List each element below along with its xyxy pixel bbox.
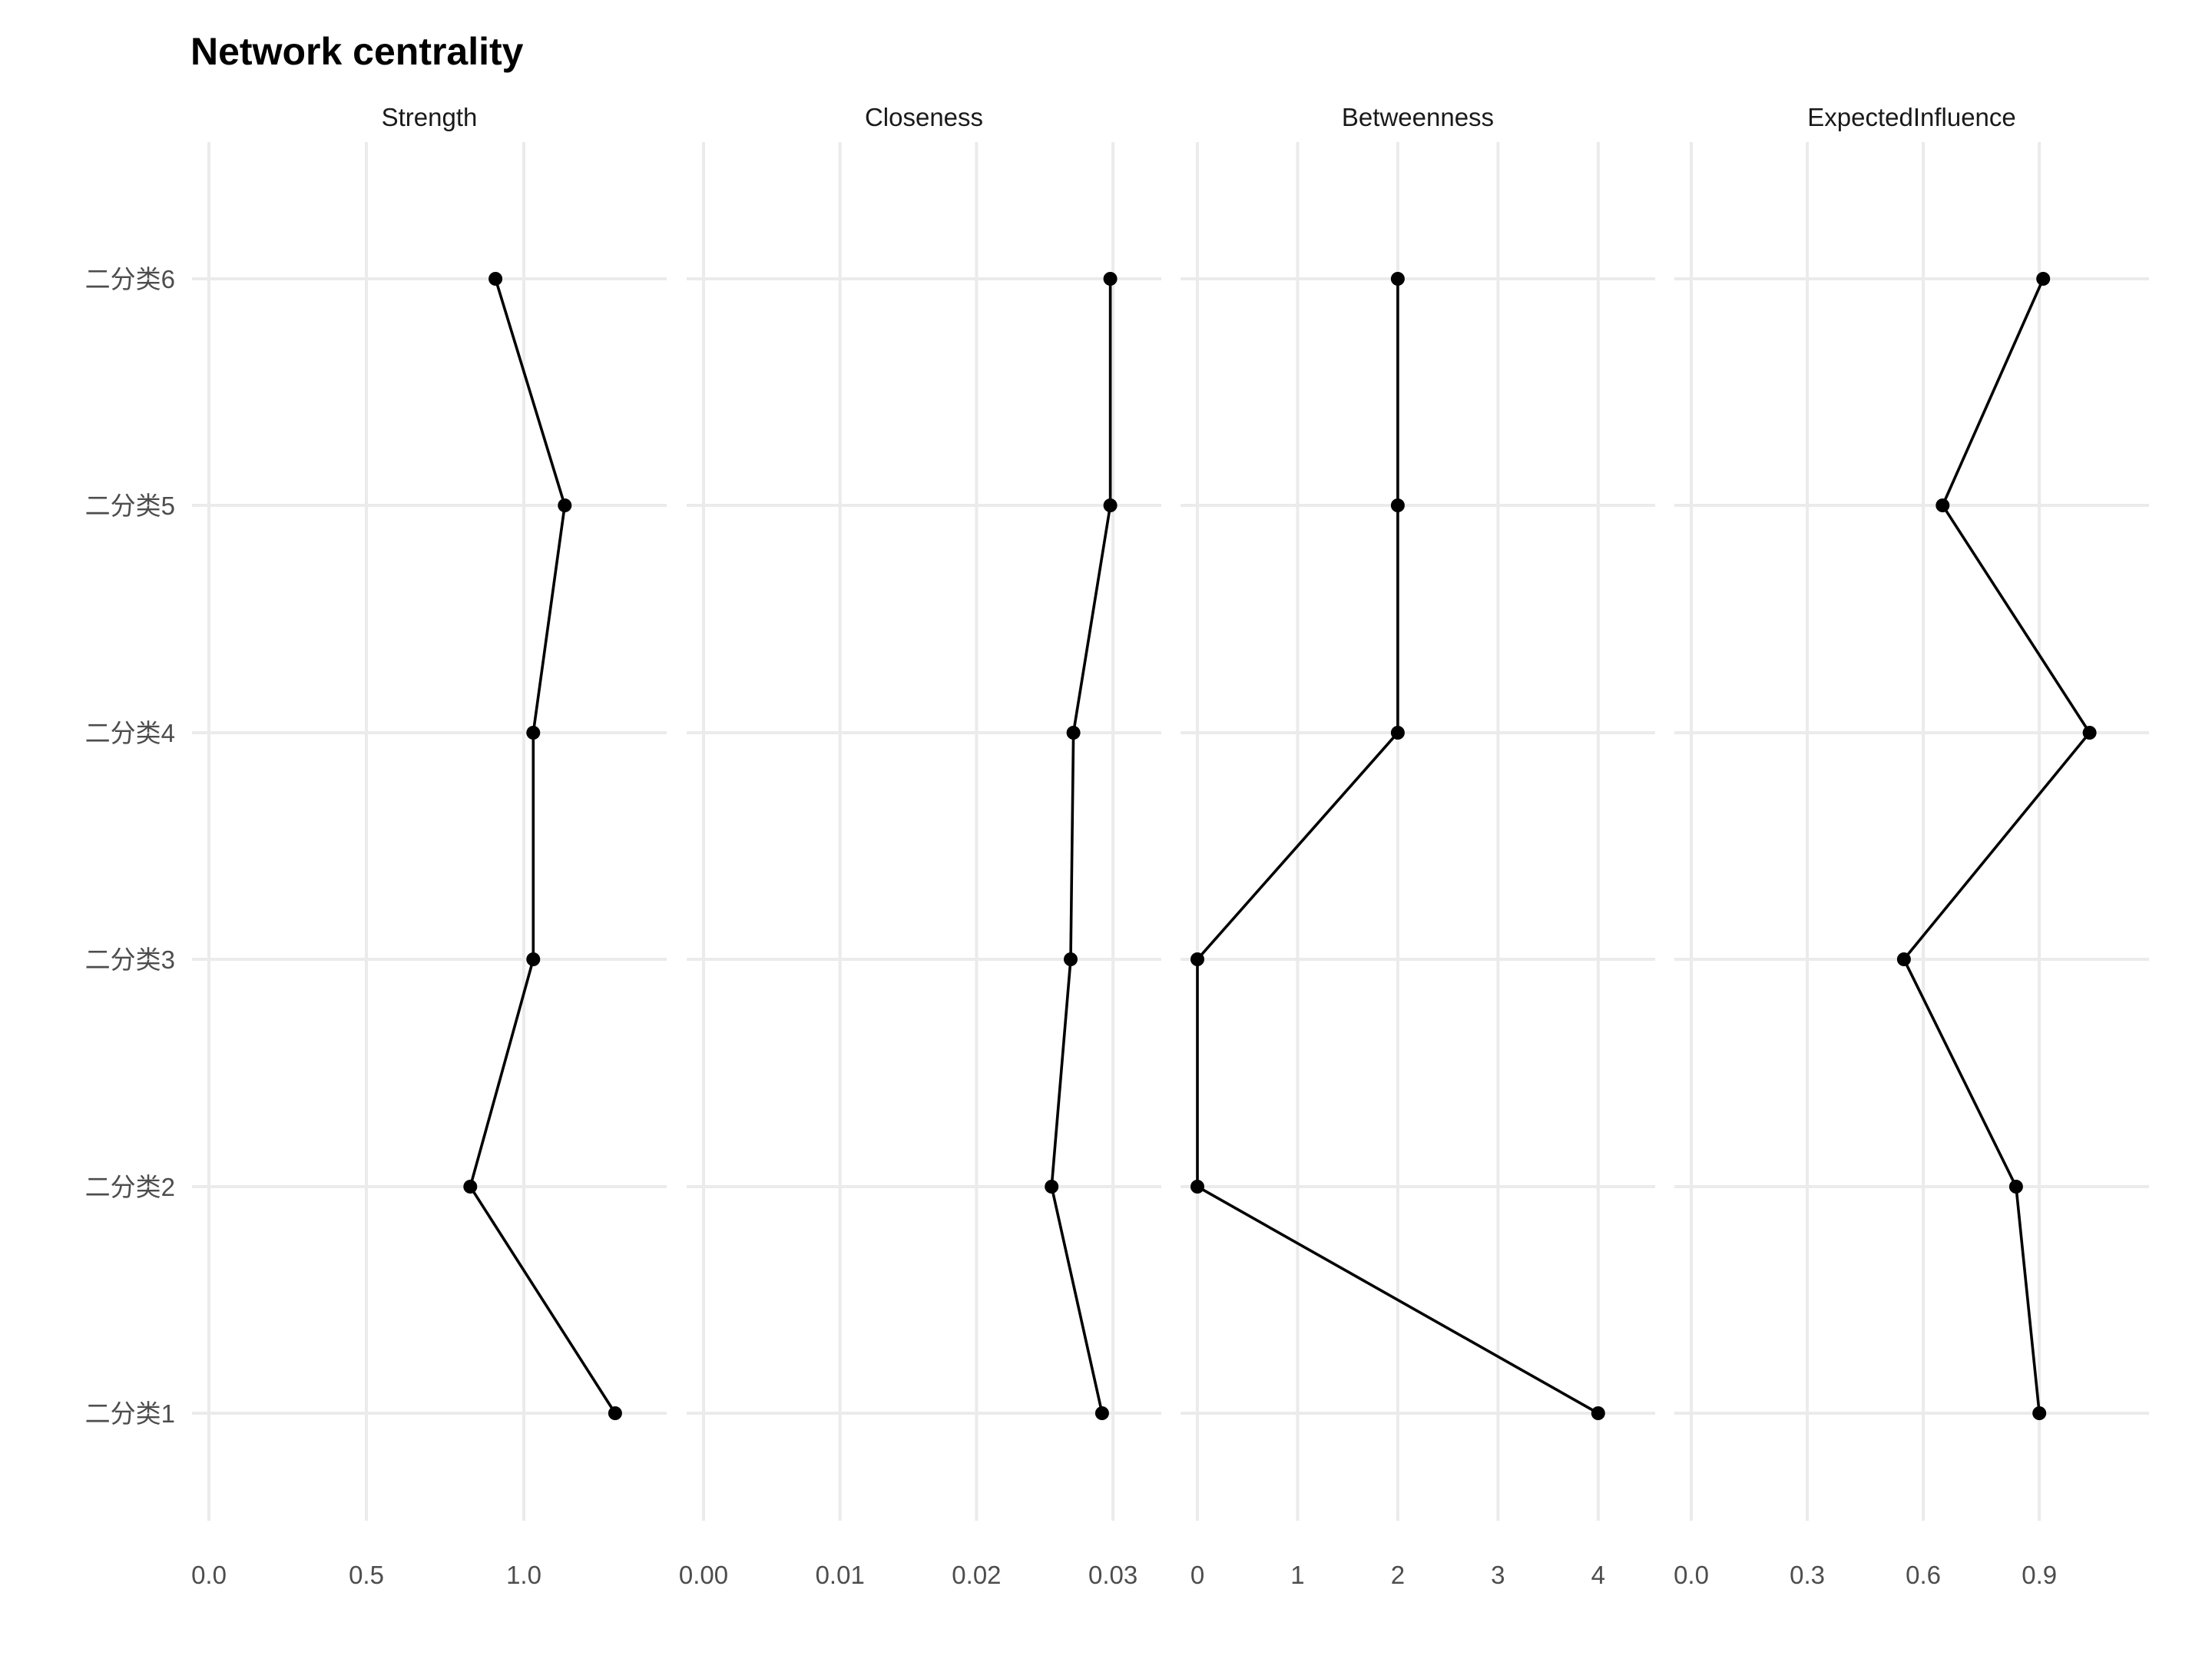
y-tick-label: 二分类2 [85, 1173, 175, 1201]
x-tick-label: 0.6 [1906, 1561, 1941, 1589]
data-point [526, 726, 541, 740]
data-point [1064, 952, 1078, 966]
data-point [488, 272, 503, 286]
data-point [1591, 1406, 1605, 1420]
data-point [2032, 1406, 2047, 1420]
x-tick-label: 2 [1391, 1561, 1405, 1589]
data-point [558, 498, 572, 512]
data-point [608, 1406, 622, 1420]
x-tick-label: 0.5 [349, 1561, 384, 1589]
data-point [1045, 1180, 1059, 1194]
panel-betweenness: Betweenness 0 1 2 3 4 [1181, 103, 1655, 1589]
data-point [463, 1180, 478, 1194]
x-tick-label: 0 [1190, 1561, 1204, 1589]
x-tick-label: 0.9 [2022, 1561, 2057, 1589]
x-tick-label: 0.01 [816, 1561, 865, 1589]
data-point [526, 952, 541, 966]
panel-strip-label: ExpectedInfluence [1807, 103, 2016, 131]
panel-closeness: Closeness 0.00 0.01 0.02 0.03 [679, 103, 1161, 1589]
y-tick-label: 二分类4 [85, 719, 175, 747]
panel-strip-label: Strength [382, 103, 478, 131]
y-tick-label: 二分类6 [85, 265, 175, 293]
x-tick-label: 4 [1591, 1561, 1605, 1589]
panel-strip-label: Closeness [865, 103, 983, 131]
data-point [2008, 1180, 2023, 1194]
data-point [1066, 726, 1081, 740]
data-point [1094, 1406, 1109, 1420]
x-tick-label: 1.0 [506, 1561, 541, 1589]
data-point [2082, 726, 2097, 740]
y-tick-label: 二分类1 [85, 1399, 175, 1428]
panel-strength: Strength 0.0 0.5 1.0 [191, 103, 667, 1589]
x-tick-label: 0.03 [1088, 1561, 1137, 1589]
x-tick-label: 0.0 [1674, 1561, 1709, 1589]
x-tick-label: 0.02 [952, 1561, 1001, 1589]
data-point [1390, 272, 1405, 286]
x-tick-label: 3 [1491, 1561, 1505, 1589]
data-point [1190, 952, 1204, 966]
data-point [1896, 952, 1911, 966]
x-tick-label: 1 [1290, 1561, 1304, 1589]
data-point [1103, 272, 1118, 286]
x-tick-label: 0.0 [191, 1561, 227, 1589]
y-tick-label: 二分类3 [85, 945, 175, 974]
series-line [1902, 278, 2091, 1414]
panel-expectedinfluence: ExpectedInfluence 0.0 0.3 0.6 0.9 [1674, 103, 2149, 1589]
series-line [1050, 279, 1112, 1414]
data-point [1103, 498, 1118, 512]
y-axis-labels: 二分类1 二分类2 二分类3 二分类4 二分类5 二分类6 [85, 265, 175, 1428]
data-point [1390, 498, 1405, 512]
panel-strip-label: Betweenness [1342, 103, 1494, 131]
y-tick-label: 二分类5 [85, 492, 175, 520]
series-line [1196, 279, 1599, 1415]
data-point [1936, 498, 1950, 512]
x-tick-label: 0.3 [1790, 1561, 1825, 1589]
data-point [1390, 726, 1405, 740]
chart-title: Network centrality [190, 30, 524, 73]
data-point [1190, 1180, 1204, 1194]
x-tick-label: 0.00 [679, 1561, 728, 1589]
series-line [469, 278, 617, 1414]
data-point [2036, 272, 2051, 286]
